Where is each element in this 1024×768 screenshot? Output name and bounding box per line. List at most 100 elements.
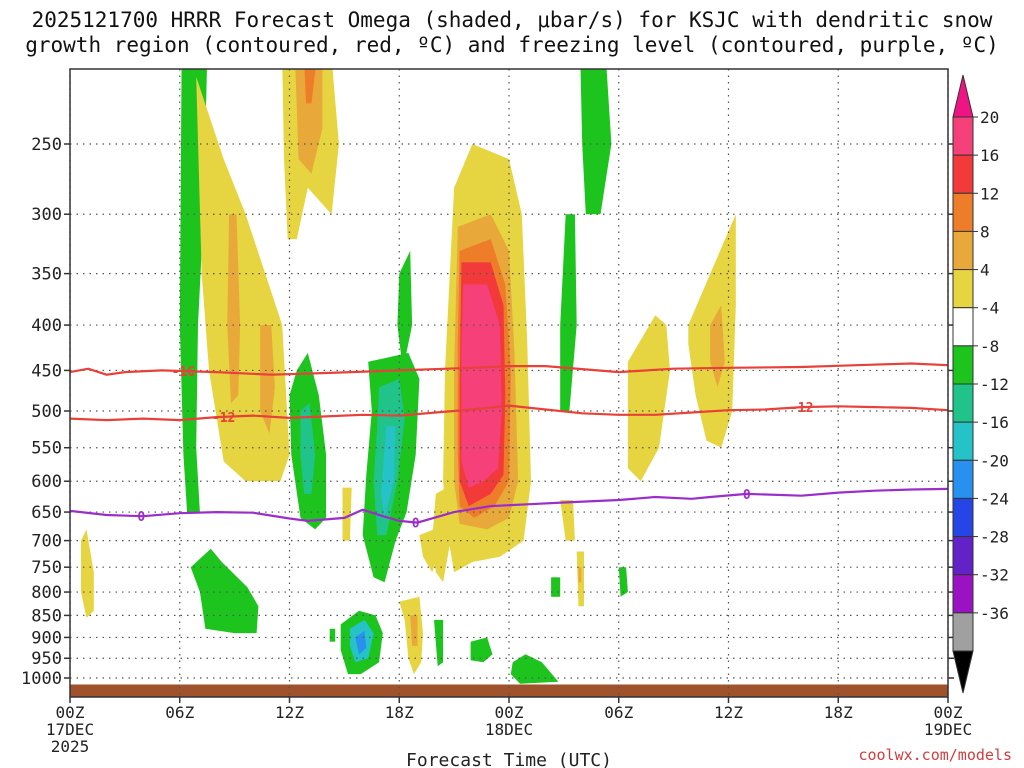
omega-colorbar: 20 16 12 8 4 -4 -8 -12 -16 -20 -24 -28 -32 -36 — [952, 74, 1009, 694]
contour-label-2-3: 0 — [743, 488, 751, 503]
contour-label-0-1: -16 — [172, 365, 196, 380]
y-tick-label-750: 750 — [31, 558, 62, 578]
x-tick-label-0-1: 00Z — [56, 703, 85, 722]
omega-region-8 — [304, 69, 316, 104]
omega-region-14 — [381, 426, 396, 518]
colorbar-label-3: 12 — [980, 184, 999, 203]
omega-region-4 — [227, 214, 241, 404]
x-tick-label-0-3: 2025 — [51, 737, 90, 756]
omega-region-5 — [260, 325, 275, 434]
omega-region-32 — [510, 654, 559, 684]
omega-region-9 — [190, 548, 259, 634]
y-tick-label-500: 500 — [31, 402, 62, 422]
colorbar-swatch-4 — [952, 230, 974, 271]
contour-label-1-1: -12 — [212, 411, 235, 426]
omega-region-18 — [399, 596, 423, 675]
colorbar-label-7: -8 — [980, 337, 999, 356]
omega-region-26 — [434, 619, 444, 667]
colorbar-swatch-11 — [952, 497, 974, 538]
x-tick-label-18-1: 18Z — [385, 703, 414, 722]
credit-text: coolwx.com/models — [858, 746, 1012, 764]
colorbar-bottom-triangle — [952, 650, 974, 694]
colorbar-swatch-1 — [952, 116, 974, 156]
contour-freezing-level — [70, 487, 948, 524]
omega-region-39 — [618, 567, 628, 597]
omega-region-19 — [410, 615, 418, 646]
y-tick-label-650: 650 — [31, 503, 62, 523]
colorbar-label-1: 20 — [980, 108, 999, 127]
omega-region-24 — [461, 284, 502, 488]
x-tick-label-24-1: 00Z — [495, 703, 524, 722]
y-tick-label-400: 400 — [31, 316, 62, 336]
omega-region-35 — [560, 500, 575, 541]
colorbar-label-9: -16 — [980, 413, 1009, 432]
omega-region-30 — [355, 630, 367, 655]
omega-region-25 — [432, 487, 451, 583]
omega-region-31 — [470, 637, 493, 663]
x-tick-label-36-1: 12Z — [714, 703, 743, 722]
omega-region-16 — [342, 487, 352, 541]
colorbar-label-2: 16 — [980, 146, 999, 165]
colorbar-label-13: -32 — [980, 566, 1009, 585]
omega-region-33 — [560, 214, 577, 411]
x-tick-label-12-1: 12Z — [275, 703, 304, 722]
omega-shading — [81, 69, 736, 684]
colorbar-swatch-14 — [952, 612, 974, 652]
omega-region-37 — [578, 567, 582, 583]
colorbar-swatch-6 — [952, 307, 974, 347]
omega-region-1 — [81, 529, 94, 618]
y-tick-label-700: 700 — [31, 532, 62, 552]
omega-region-11 — [300, 403, 316, 494]
colorbar-label-11: -24 — [980, 489, 1009, 508]
omega-region-34 — [580, 69, 612, 215]
chart-title-line-2: growth region (contoured, red, ºC) and f… — [25, 33, 999, 57]
y-tick-label-300: 300 — [31, 205, 62, 225]
colorbar-swatch-8 — [952, 383, 974, 423]
x-tick-label-0-2: 17DEC — [46, 720, 94, 739]
colorbar-label-12: -28 — [980, 528, 1009, 547]
omega-region-3 — [196, 76, 290, 482]
colorbar-swatch-9 — [952, 421, 974, 461]
y-tick-label-950: 950 — [31, 649, 62, 669]
x-tick-label-48-2: 19DEC — [924, 720, 972, 739]
y-tick-label-550: 550 — [31, 439, 62, 459]
contour-label-1-2: -12 — [790, 401, 813, 416]
contour--16c — [70, 362, 948, 376]
temperature-contours: -16 -12 -12 0 0 0 — [70, 362, 948, 531]
colorbar-label-6: -4 — [980, 299, 999, 318]
contour-label-2-2: 0 — [412, 516, 420, 531]
colorbar-label-5: 4 — [980, 261, 990, 280]
colorbar-top-triangle — [952, 74, 974, 118]
contour--12c — [70, 404, 948, 422]
omega-region-27 — [329, 628, 336, 642]
y-tick-label-800: 800 — [31, 583, 62, 603]
colorbar-swatch-13 — [952, 574, 974, 614]
colorbar-label-4: 8 — [980, 222, 990, 241]
omega-region-15 — [397, 250, 413, 371]
terrain-band — [70, 684, 948, 697]
contour-label-2-1: 0 — [137, 510, 145, 525]
colorbar-label-8: -12 — [980, 375, 1009, 394]
x-tick-label-24-2: 18DEC — [485, 720, 533, 739]
chart-title-line-1: 2025121700 HRRR Forecast Omega (shaded, … — [31, 8, 993, 32]
colorbar-swatch-2 — [952, 154, 974, 194]
colorbar-swatch-3 — [952, 192, 974, 232]
colorbar-swatch-10 — [952, 459, 974, 499]
y-tick-label-900: 900 — [31, 628, 62, 648]
x-axis-label: Forecast Time (UTC) — [406, 750, 612, 768]
x-tick-label-42-1: 18Z — [824, 703, 853, 722]
y-tick-label-450: 450 — [31, 361, 62, 381]
colorbar-label-10: -20 — [980, 451, 1009, 470]
pressure-axis: 2503003504004505005506006507007508008509… — [21, 135, 954, 689]
colorbar-swatch-7 — [952, 345, 974, 385]
colorbar-swatch-12 — [952, 536, 974, 576]
y-tick-label-600: 600 — [31, 472, 62, 492]
y-tick-label-850: 850 — [31, 606, 62, 626]
omega-region-7 — [295, 69, 323, 174]
omega-region-42 — [710, 305, 725, 388]
y-tick-label-350: 350 — [31, 265, 62, 285]
colorbar-swatch-5 — [952, 269, 974, 309]
omega-region-40 — [627, 315, 670, 482]
